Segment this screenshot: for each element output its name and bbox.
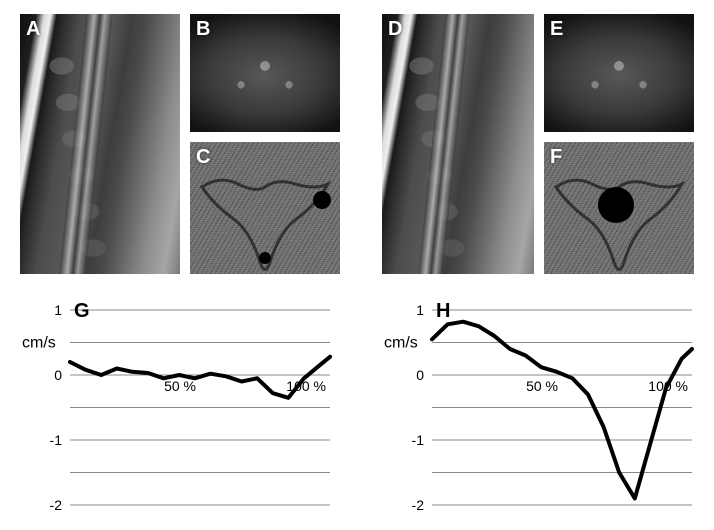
chart-label-g: G	[74, 300, 90, 323]
ytick-label: -2	[412, 497, 425, 513]
y-axis-label: cm/s	[22, 335, 56, 352]
panel-label-c: C	[196, 146, 210, 169]
chart-label-h: H	[436, 300, 450, 323]
panel-label-b: B	[196, 18, 210, 41]
panel-label-f: F	[550, 146, 562, 169]
ytick-label: 1	[416, 302, 424, 318]
chart-svg: -2-101cm/s50 %100 %	[382, 300, 702, 515]
xtick-label: 50 %	[164, 378, 196, 394]
chart-g: -2-101cm/s50 %100 %G	[20, 300, 340, 515]
ytick-label: -1	[50, 432, 63, 448]
chart-h: -2-101cm/s50 %100 %H	[382, 300, 702, 515]
axial-overlay	[544, 14, 694, 132]
panel-label-e: E	[550, 18, 563, 41]
axial-overlay	[190, 14, 340, 132]
panel-e: E	[544, 14, 694, 132]
ytick-label: -2	[50, 497, 63, 513]
panel-label-a: A	[26, 18, 40, 41]
figure: ABCDEF-2-101cm/s50 %100 %G-2-101cm/s50 %…	[0, 0, 714, 530]
panel-c: C	[190, 142, 340, 274]
ytick-label: 0	[416, 367, 424, 383]
panel-d: D	[382, 14, 534, 274]
xtick-label: 50 %	[526, 378, 558, 394]
panel-f: F	[544, 142, 694, 274]
ytick-label: 1	[54, 302, 62, 318]
chart-series-line	[432, 322, 692, 499]
panel-b: B	[190, 14, 340, 132]
ytick-label: -1	[412, 432, 425, 448]
y-axis-label: cm/s	[384, 335, 418, 352]
panel-a: A	[20, 14, 180, 274]
chart-svg: -2-101cm/s50 %100 %	[20, 300, 340, 515]
phase-dark-spot	[313, 191, 331, 209]
panel-label-d: D	[388, 18, 402, 41]
ytick-label: 0	[54, 367, 62, 383]
